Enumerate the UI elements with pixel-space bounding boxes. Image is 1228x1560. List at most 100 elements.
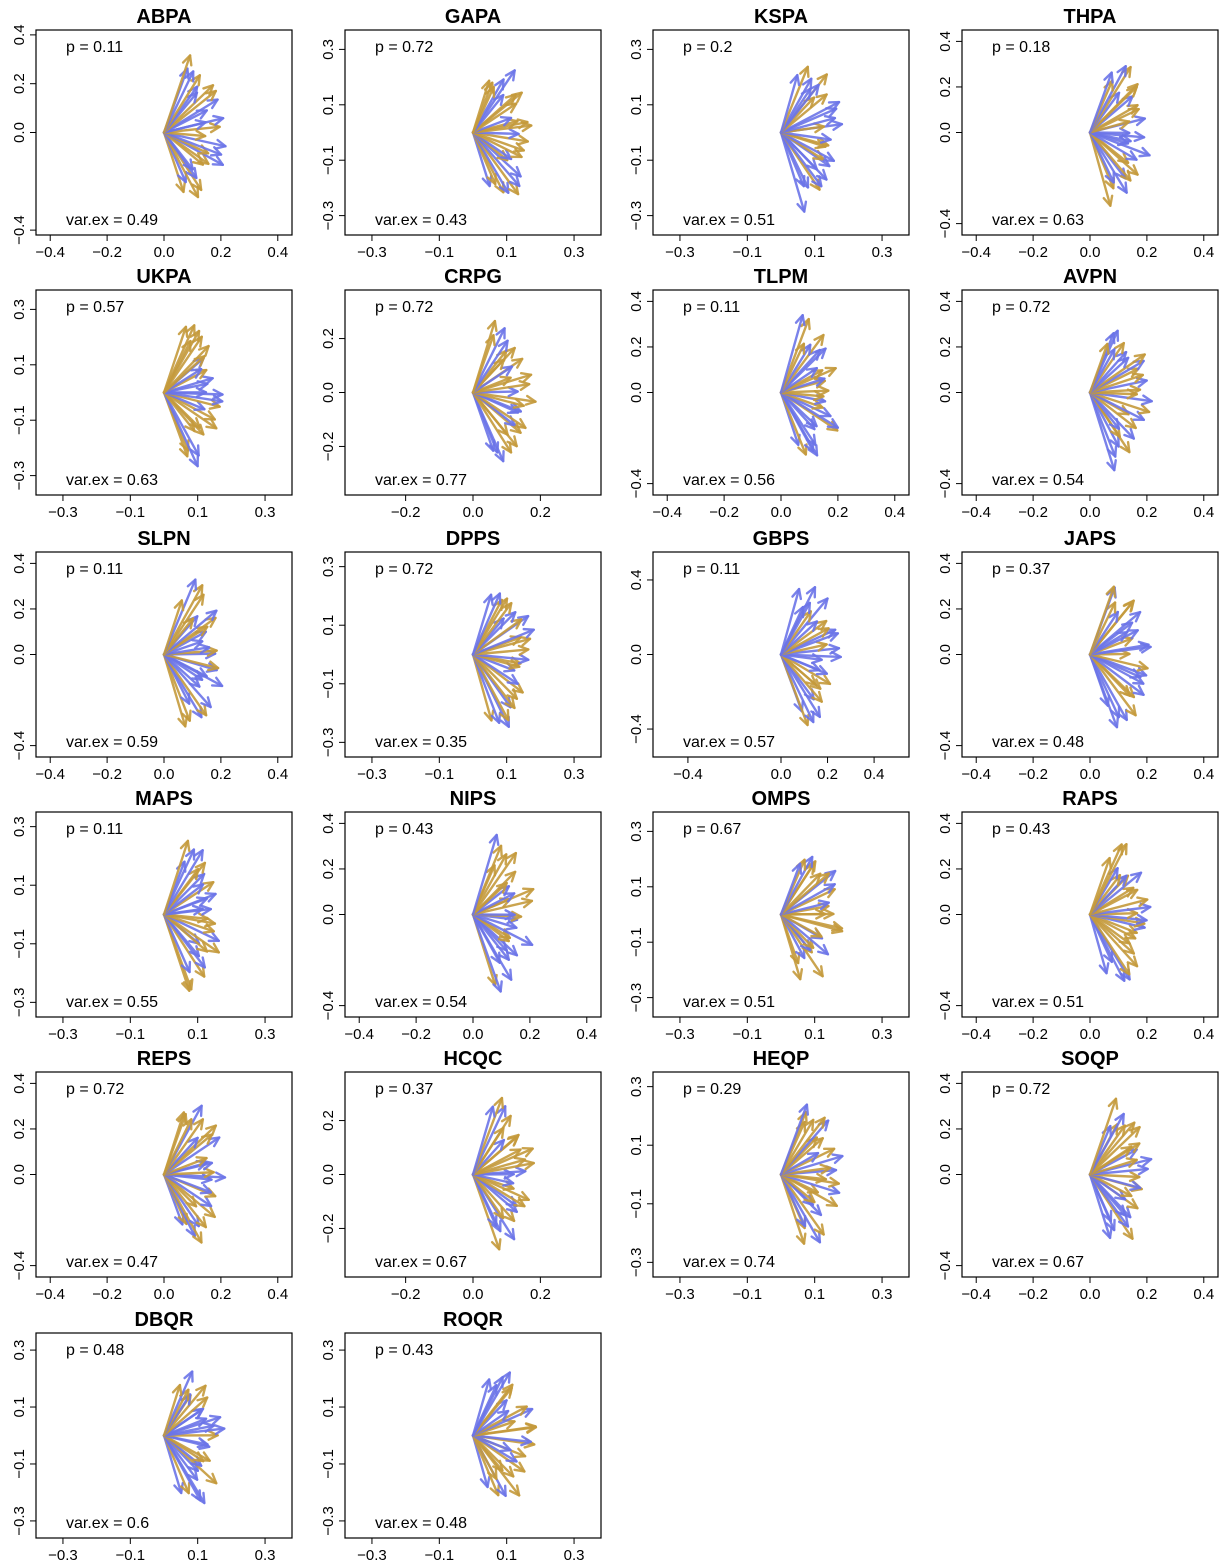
p-value-label: p = 0.37: [375, 1081, 433, 1098]
plot-frame: [652, 29, 910, 236]
loading-arrow: [1088, 391, 1137, 430]
var-explained-label: var.ex = 0.43: [375, 212, 467, 229]
loading-arrow: [1088, 391, 1118, 458]
loading-arrow: [162, 653, 220, 672]
p-value-label: p = 0.43: [375, 821, 433, 838]
loading-arrow: [1088, 127, 1131, 139]
p-value-label: p = 0.11: [66, 821, 123, 838]
y-tick-label: −0.3: [628, 201, 645, 231]
loading-arrow: [471, 1173, 515, 1187]
loading-arrow: [162, 599, 185, 656]
loading-arrow: [779, 391, 817, 446]
panel-soqp: SOQP −0.4 −0.2 0.0 0.2 0.4 −0.4 0.0 0.2 0.4 p = 0.…: [937, 1048, 1219, 1303]
y-tick-label: −0.1: [628, 145, 645, 175]
loading-arrow: [162, 1173, 213, 1195]
y-tick-label: 0.2: [628, 337, 645, 358]
y-tick-label: −0.3: [320, 201, 337, 231]
panel-title: HCQC: [444, 1048, 503, 1070]
y-tick-label: 0.4: [937, 553, 954, 574]
x-tick-label: 0.0: [154, 766, 175, 783]
y-tick-label: 0.3: [628, 39, 645, 60]
x-tick-label: −0.4: [961, 244, 991, 261]
loading-arrow: [1088, 391, 1151, 415]
loading-arrow: [779, 1173, 841, 1196]
x-tick-label: 0.4: [267, 766, 288, 783]
y-tick-label: 0.3: [11, 816, 28, 837]
panel-reps: REPS −0.4 −0.2 0.0 0.2 0.4 −0.4 0.0 0.2 0.4 p = 0.…: [11, 1048, 293, 1303]
y-tick-label: 0.1: [320, 615, 337, 636]
x-tick-label: −0.1: [425, 1547, 455, 1560]
loading-arrow: [162, 1156, 208, 1176]
x-tick-label: 0.2: [1136, 244, 1157, 261]
loading-arrow: [162, 849, 204, 916]
loading-arrow: [779, 913, 830, 956]
x-tick-label: −0.4: [35, 244, 65, 261]
x-tick-label: −0.3: [665, 1286, 695, 1303]
loading-arrow: [162, 913, 215, 934]
y-tick-label: −0.4: [11, 215, 28, 245]
loading-arrow: [471, 1378, 493, 1437]
panel-title: GAPA: [445, 6, 501, 28]
p-value-label: p = 0.11: [683, 299, 740, 316]
y-tick-label: 0.4: [628, 291, 645, 312]
loading-arrow: [471, 627, 535, 656]
y-tick-label: −0.1: [11, 1449, 28, 1479]
loading-arrow: [162, 913, 220, 943]
y-tick-label: 0.1: [11, 354, 28, 375]
x-tick-label: 0.1: [496, 766, 517, 783]
loading-arrow: [162, 131, 194, 171]
p-value-label: p = 0.11: [66, 39, 123, 56]
loading-arrow: [162, 1384, 207, 1437]
panel-title: MAPS: [135, 788, 193, 810]
x-tick-label: −0.2: [92, 244, 122, 261]
loading-arrow: [1088, 1157, 1138, 1176]
loading-arrow: [471, 909, 516, 921]
loading-arrow: [471, 391, 505, 463]
loading-arrow: [779, 391, 818, 428]
loading-arrow: [471, 79, 492, 134]
x-tick-label: −0.4: [961, 504, 991, 521]
loading-arrow: [779, 872, 822, 916]
x-tick-label: 0.4: [1193, 244, 1214, 261]
loading-arrow: [162, 1396, 209, 1437]
loading-arrow: [471, 391, 527, 430]
y-tick-label: −0.3: [320, 728, 337, 758]
loading-arrow: [471, 870, 517, 916]
x-tick-label: 0.0: [154, 244, 175, 261]
x-tick-label: −0.2: [401, 1026, 431, 1043]
p-value-label: p = 0.67: [683, 821, 741, 838]
loading-arrow: [162, 325, 189, 394]
loading-arrow: [162, 1434, 206, 1505]
loading-arrow: [162, 653, 224, 688]
loading-arrow: [471, 365, 514, 394]
loading-arrow: [471, 1105, 496, 1176]
y-tick-label: −0.4: [628, 469, 645, 499]
x-tick-label: 0.0: [463, 1026, 484, 1043]
x-tick-label: 0.1: [187, 1547, 208, 1560]
x-tick-label: −0.4: [961, 1026, 991, 1043]
x-tick-label: −0.1: [733, 1286, 763, 1303]
x-tick-label: 0.2: [210, 244, 231, 261]
y-tick-label: 0.0: [320, 382, 337, 403]
y-tick-label: −0.3: [11, 1506, 28, 1536]
x-tick-label: −0.4: [652, 504, 682, 521]
y-tick-label: −0.1: [11, 929, 28, 959]
y-tick-label: 0.0: [11, 1164, 28, 1185]
loading-arrow: [162, 122, 221, 134]
x-tick-label: 0.4: [1193, 1026, 1214, 1043]
x-tick-label: 0.1: [187, 1026, 208, 1043]
panel-slpn: SLPN −0.4 −0.2 0.0 0.2 0.4 −0.4 0.0 0.2 0.4 p = 0.…: [11, 528, 293, 783]
plot-frame: [344, 1332, 602, 1539]
var-explained-label: var.ex = 0.59: [66, 734, 158, 751]
x-tick-label: 0.3: [564, 766, 585, 783]
loading-arrow: [471, 592, 502, 656]
x-tick-label: 0.1: [496, 244, 517, 261]
loading-arrow: [471, 1434, 515, 1478]
x-tick-label: 0.3: [255, 504, 276, 521]
loading-arrow: [1088, 1173, 1133, 1198]
loading-arrow: [1088, 913, 1139, 968]
y-tick-label: −0.3: [628, 1248, 645, 1278]
loading-arrow: [162, 1383, 183, 1437]
loading-arrow: [162, 54, 193, 134]
